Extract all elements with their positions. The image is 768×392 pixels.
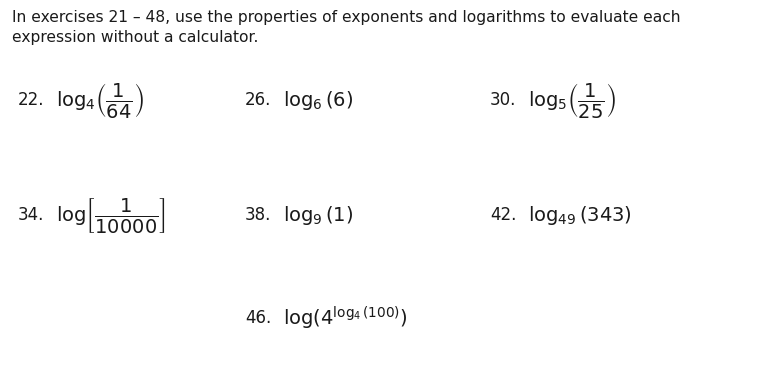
Text: $\log_{5}\!\left(\dfrac{1}{25}\right)$: $\log_{5}\!\left(\dfrac{1}{25}\right)$ bbox=[528, 80, 616, 120]
Text: $\log_{6}(6)$: $\log_{6}(6)$ bbox=[283, 89, 353, 111]
Text: $\log_{9}(1)$: $\log_{9}(1)$ bbox=[283, 203, 353, 227]
Text: 30.: 30. bbox=[490, 91, 516, 109]
Text: $\log\!\left(4^{\log_{4}(100)}\right)$: $\log\!\left(4^{\log_{4}(100)}\right)$ bbox=[283, 305, 408, 332]
Text: expression without a calculator.: expression without a calculator. bbox=[12, 30, 258, 45]
Text: 22.: 22. bbox=[18, 91, 45, 109]
Text: In exercises 21 – 48, use the properties of exponents and logarithms to evaluate: In exercises 21 – 48, use the properties… bbox=[12, 10, 680, 25]
Text: $\log\!\left[\dfrac{1}{10000}\right]$: $\log\!\left[\dfrac{1}{10000}\right]$ bbox=[56, 196, 166, 234]
Text: 46.: 46. bbox=[245, 309, 271, 327]
Text: 38.: 38. bbox=[245, 206, 271, 224]
Text: $\log_{4}\!\left(\dfrac{1}{64}\right)$: $\log_{4}\!\left(\dfrac{1}{64}\right)$ bbox=[56, 80, 144, 120]
Text: 42.: 42. bbox=[490, 206, 516, 224]
Text: 26.: 26. bbox=[245, 91, 271, 109]
Text: 34.: 34. bbox=[18, 206, 45, 224]
Text: $\log_{49}(343)$: $\log_{49}(343)$ bbox=[528, 203, 632, 227]
